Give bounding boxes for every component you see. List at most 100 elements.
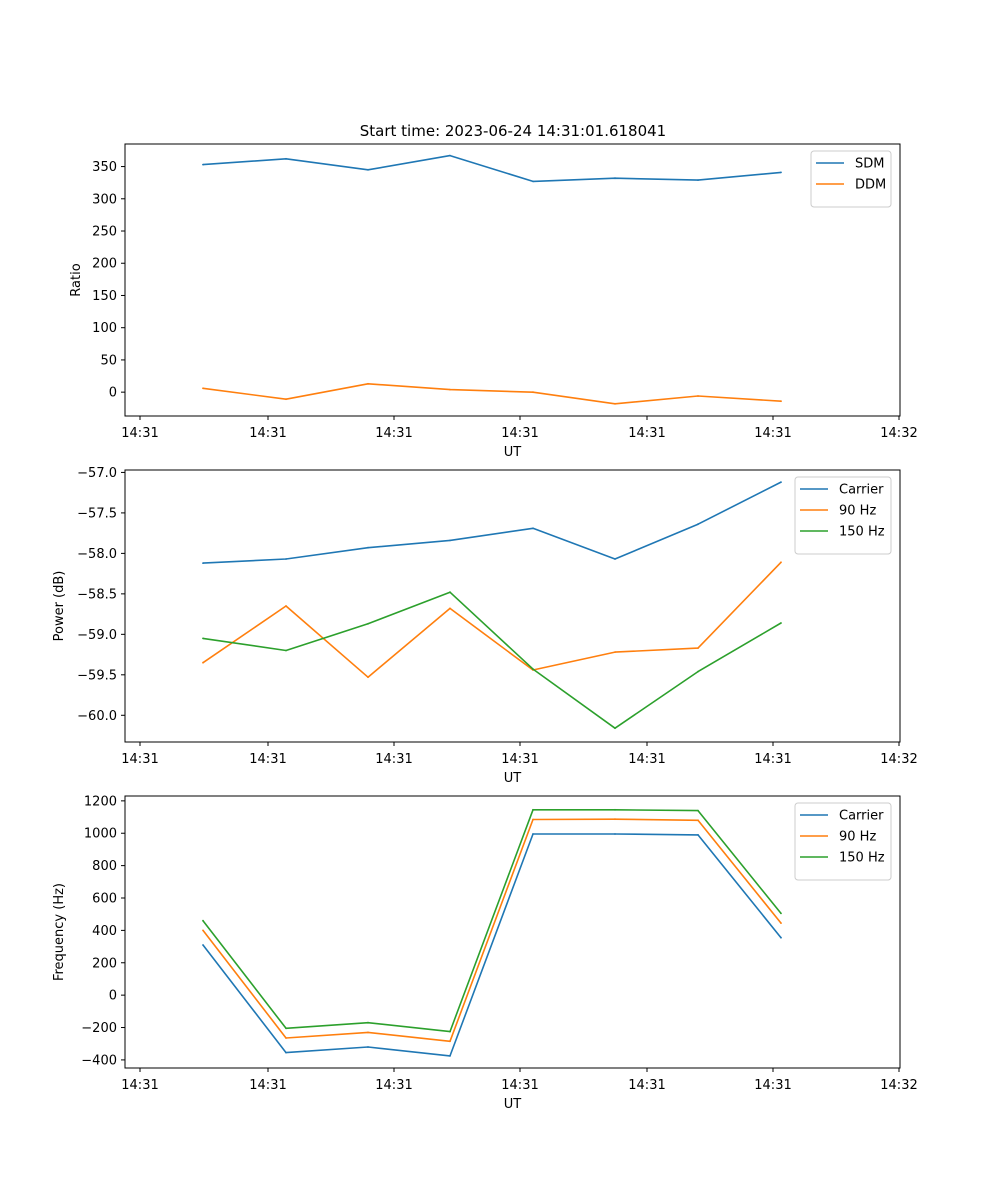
y-axis-label: Power (dB) xyxy=(52,571,67,642)
x-tick-label: 14:31 xyxy=(375,426,412,441)
legend-label: 150 Hz xyxy=(839,525,885,540)
data-point xyxy=(780,622,782,624)
x-tick-label: 14:31 xyxy=(501,426,538,441)
x-tick-label: 14:32 xyxy=(880,752,917,767)
y-tick-label: 150 xyxy=(92,289,117,304)
axes-frame xyxy=(124,469,901,743)
chart-panel-1: 14:31 14:31 14:31 14:31 14:31 14:31 14:32 0 50 10… xyxy=(69,143,918,460)
x-tick-label: 14:31 xyxy=(249,1078,286,1093)
data-point xyxy=(697,670,699,673)
y-tick-label: 0 xyxy=(109,386,117,401)
data-point xyxy=(614,558,616,560)
data-point xyxy=(614,833,616,835)
x-tick-label: 14:31 xyxy=(754,752,791,767)
data-point xyxy=(697,834,699,836)
data-point xyxy=(202,387,204,390)
legend-label: 90 Hz xyxy=(839,830,876,845)
data-point xyxy=(780,912,782,915)
data-point xyxy=(367,1031,369,1034)
data-point xyxy=(202,944,204,946)
data-point xyxy=(780,936,782,939)
y-tick-label: 200 xyxy=(92,956,117,971)
legend-box xyxy=(794,476,892,555)
y-tick-label: 600 xyxy=(92,892,117,907)
y-tick-label: −58.5 xyxy=(77,587,117,602)
y-tick-label: 350 xyxy=(92,160,117,175)
x-axis-label: UT xyxy=(504,445,522,460)
series-line-150-hz xyxy=(202,808,782,1033)
x-tick-label: 14:31 xyxy=(375,1078,412,1093)
data-point xyxy=(780,400,782,403)
legend-label: Carrier xyxy=(839,809,884,824)
data-point xyxy=(449,1055,451,1057)
data-point xyxy=(449,591,451,594)
x-axis-label: UT xyxy=(504,1097,522,1112)
data-point xyxy=(449,1040,451,1043)
x-tick-label: 14:31 xyxy=(375,752,412,767)
data-point xyxy=(367,1046,369,1048)
data-point xyxy=(367,1021,369,1024)
data-point xyxy=(449,388,451,391)
data-point xyxy=(614,727,616,730)
data-point xyxy=(780,922,782,924)
data-point xyxy=(202,637,204,640)
legend-label: 150 Hz xyxy=(839,851,885,866)
y-tick-label: 100 xyxy=(92,321,117,336)
data-point xyxy=(780,481,782,483)
data-point xyxy=(202,919,204,922)
series-line-90-hz xyxy=(202,561,782,679)
data-point xyxy=(614,651,616,653)
data-point xyxy=(202,562,204,564)
data-point xyxy=(614,818,616,821)
data-point xyxy=(449,1030,451,1033)
y-tick-label: −59.5 xyxy=(77,668,117,683)
data-point xyxy=(780,561,782,564)
data-point xyxy=(532,527,534,530)
y-tick-label: −57.0 xyxy=(77,466,117,481)
y-tick-label: 200 xyxy=(92,257,117,272)
x-tick-label: 14:32 xyxy=(880,426,917,441)
x-tick-label: 14:31 xyxy=(628,426,665,441)
x-tick-label: 14:31 xyxy=(628,1078,665,1093)
chart-panel-2: 14:31 14:31 14:31 14:31 14:31 14:31 14:32 −60.0… xyxy=(52,466,918,786)
data-point xyxy=(697,395,699,397)
legend-label: 90 Hz xyxy=(839,504,876,519)
legend-label: SDM xyxy=(855,157,884,172)
axes-frame xyxy=(124,795,901,1069)
data-point xyxy=(697,809,699,812)
data-point xyxy=(367,676,369,679)
y-tick-label: 800 xyxy=(92,859,117,874)
data-point xyxy=(532,391,534,394)
data-point xyxy=(449,539,451,542)
data-point xyxy=(697,179,699,182)
legend-box xyxy=(794,802,892,881)
data-point xyxy=(532,668,534,670)
data-point xyxy=(367,382,369,385)
y-tick-label: −60.0 xyxy=(77,709,117,724)
data-point xyxy=(449,154,451,157)
legend-label: DDM xyxy=(855,178,886,193)
data-point xyxy=(202,661,204,664)
y-axis-label: Frequency (Hz) xyxy=(52,883,67,981)
data-point xyxy=(285,157,287,160)
data-point xyxy=(367,168,369,171)
data-point xyxy=(532,808,534,811)
y-tick-label: −57.5 xyxy=(77,506,117,521)
series-line-carrier xyxy=(202,481,782,564)
x-tick-label: 14:31 xyxy=(121,426,158,441)
data-point xyxy=(285,558,287,560)
data-point xyxy=(697,647,699,649)
series-line-90-hz xyxy=(202,818,782,1043)
chart-panel-3: 14:31 14:31 14:31 14:31 14:31 14:31 14:32 −400 −… xyxy=(52,794,918,1112)
y-tick-label: −200 xyxy=(81,1021,117,1036)
x-tick-label: 14:31 xyxy=(121,1078,158,1093)
data-point xyxy=(202,163,204,166)
data-point xyxy=(285,398,287,401)
y-tick-label: 400 xyxy=(92,924,117,939)
data-point xyxy=(697,523,699,526)
data-point xyxy=(697,819,699,822)
data-point xyxy=(285,605,287,607)
y-tick-label: 1000 xyxy=(84,827,117,842)
series-line-150-hz xyxy=(202,591,782,730)
